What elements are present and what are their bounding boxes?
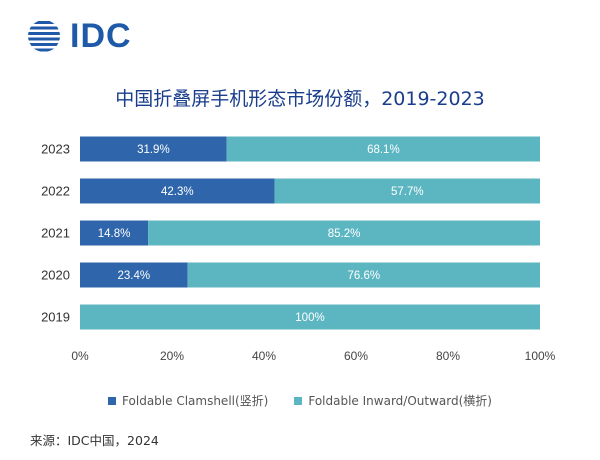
bar-segment [80, 136, 227, 162]
bar-segment [274, 178, 540, 204]
legend-item-clamshell: Foldable Clamshell(竖折) [108, 392, 268, 409]
bar-segment [80, 262, 188, 288]
x-tick-label: 80% [436, 349, 460, 363]
legend-label-clamshell: Foldable Clamshell(竖折) [122, 394, 269, 408]
data-label: 68.1% [367, 144, 400, 156]
legend-item-inward: Foldable Inward/Outward(横折) [294, 392, 492, 409]
data-label: 85.2% [328, 228, 361, 240]
category-label: 2021 [41, 226, 70, 241]
data-label: 57.7% [391, 186, 424, 198]
x-tick-label: 20% [160, 349, 184, 363]
legend-swatch-inward [294, 396, 303, 405]
chart-title: 中国折叠屏手机形态市场份额，2019-2023 [115, 88, 485, 110]
category-label: 2020 [41, 268, 70, 283]
source-note: 来源：IDC中国，2024 [30, 433, 159, 448]
data-label: 100% [295, 312, 324, 324]
bar-segment [187, 262, 540, 288]
stacked-bar-chart: 2023 31.9% 68.1% 2022 42.3% 57.7% 2021 14.8% 85.… [41, 136, 556, 363]
category-label: 2019 [41, 310, 70, 325]
x-tick-label: 0% [71, 349, 89, 363]
data-label: 42.3% [161, 186, 194, 198]
data-label: 23.4% [118, 270, 151, 282]
x-tick-label: 100% [525, 349, 556, 363]
x-tick-label: 40% [252, 349, 276, 363]
data-label: 14.8% [98, 228, 131, 240]
category-label: 2022 [41, 184, 70, 199]
globe-icon [28, 21, 60, 52]
bar-segment [80, 304, 540, 330]
bar-segment [226, 136, 541, 162]
bar-segment [80, 220, 149, 246]
category-label: 2023 [41, 142, 70, 157]
idc-logo: IDC [26, 18, 132, 54]
data-label: 76.6% [348, 270, 381, 282]
x-tick-label: 60% [344, 349, 368, 363]
data-label: 31.9% [137, 144, 170, 156]
bar-segment [148, 220, 540, 246]
legend-label-inward: Foldable Inward/Outward(横折) [308, 394, 492, 408]
bar-segment [80, 178, 275, 204]
logo-text: IDC [70, 17, 132, 55]
legend: Foldable Clamshell(竖折) Foldable Inward/O… [0, 392, 600, 409]
legend-swatch-clamshell [108, 396, 117, 405]
